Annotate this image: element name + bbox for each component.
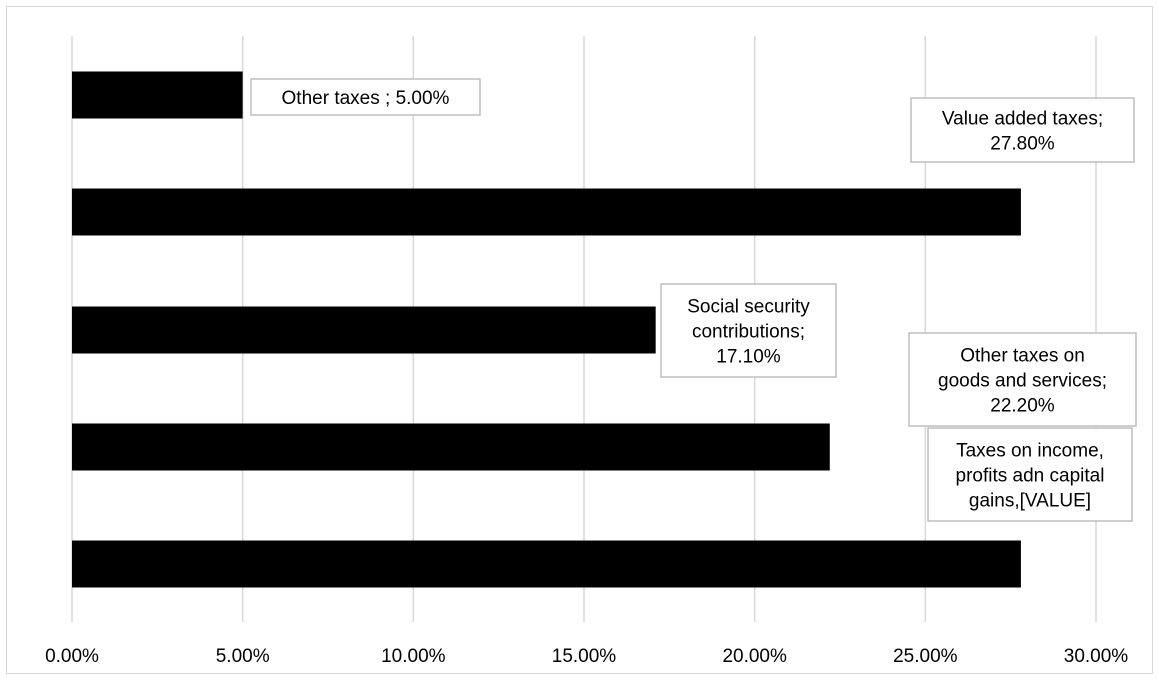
x-axis-tick-labels: 0.00% 5.00% 10.00% 15.00% 20.00% 25.00% 30.00% [45,646,1128,667]
data-label-box [250,78,481,116]
data-label-text: 27.80% [990,134,1055,155]
data-label: Other taxes on goods and services; 22.20% [908,332,1137,427]
x-tick-label: 0.00% [45,646,99,667]
x-tick-label: 10.00% [381,646,446,667]
x-tick-label: 5.00% [216,646,270,667]
data-label-box [660,283,837,378]
bar [72,71,243,119]
data-label-text: Other taxes on [960,346,1085,367]
x-tick-label: 25.00% [893,646,958,667]
data-label-text: Social security [687,297,810,318]
bars [72,71,1021,588]
x-tick-label: 20.00% [722,646,787,667]
x-tick-label: 30.00% [1064,646,1129,667]
data-label-text: Value added taxes; [942,109,1103,130]
data-label: Value added taxes; 27.80% [910,97,1135,163]
bar [72,306,656,354]
data-label-text: profits adn capital [956,466,1105,487]
data-label: Taxes on income, profits adn capital gains… [927,427,1133,522]
data-label: Other taxes ; 5.00% [250,78,481,116]
bar [72,423,830,471]
data-label-text: 17.10% [716,347,781,368]
data-labels: Other taxes ; 5.00% Value added taxes; 27.… [250,78,1137,522]
data-label-box [908,332,1137,427]
data-label-text: Other taxes ; 5.00% [282,88,450,109]
data-label-box [927,427,1133,522]
data-label-text: contributions; [692,322,805,343]
bar [72,540,1021,588]
x-tick-label: 15.00% [552,646,617,667]
data-label-text: gains,[VALUE] [969,491,1091,512]
data-label-text: Taxes on income, [956,441,1104,462]
bar [72,188,1021,236]
data-label: Social security contributions; 17.10% [660,283,837,378]
data-label-text: 22.20% [990,396,1055,417]
data-label-box [910,97,1135,163]
data-label-text: goods and services; [938,371,1107,392]
